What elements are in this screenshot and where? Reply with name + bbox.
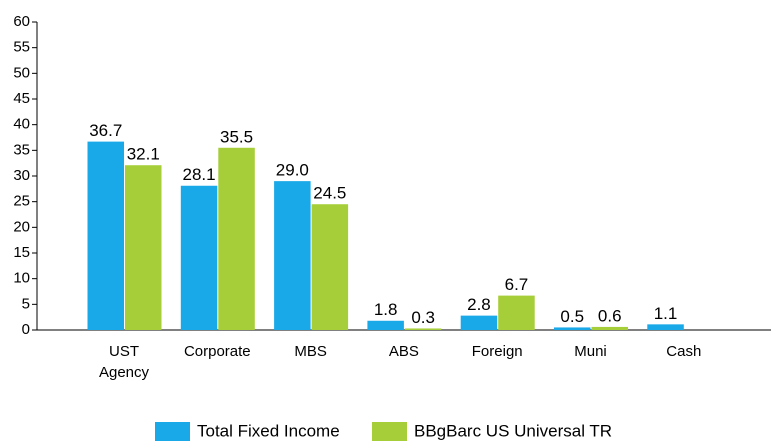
bar <box>125 165 162 330</box>
value-label: 0.6 <box>598 306 622 325</box>
bar <box>218 147 255 330</box>
x-tick-label: Cash <box>666 343 701 360</box>
x-tick-label: UST Agency <box>99 343 150 381</box>
x-tick-label: ABS <box>389 343 419 360</box>
y-tick-label: 20 <box>13 218 30 235</box>
y-tick-label: 5 <box>22 295 30 312</box>
y-tick-label: 35 <box>13 141 30 158</box>
bar <box>180 185 218 330</box>
value-label: 35.5 <box>220 127 253 146</box>
y-tick-label: 10 <box>13 270 30 287</box>
y-tick-label: 50 <box>13 64 30 81</box>
y-tick-label: 40 <box>13 116 30 133</box>
bar <box>647 324 684 330</box>
value-label: 36.7 <box>89 121 122 140</box>
value-label: 1.8 <box>374 300 398 319</box>
legend-label: Total Fixed Income <box>197 421 340 440</box>
legend-swatch <box>155 422 190 441</box>
bar <box>87 141 124 330</box>
value-label: 1.1 <box>654 304 678 323</box>
bar <box>311 204 349 330</box>
value-label: 24.5 <box>313 184 346 203</box>
y-tick-label: 15 <box>13 244 30 261</box>
y-tick-label: 25 <box>13 193 30 210</box>
value-label: 0.5 <box>560 307 584 326</box>
value-label: 32.1 <box>127 145 160 164</box>
value-label: 29.0 <box>276 161 309 180</box>
value-label: 6.7 <box>505 275 529 294</box>
y-tick-label: 60 <box>13 13 30 30</box>
legend-label: BBgBarc US Universal TR <box>414 421 612 440</box>
bar <box>591 326 628 330</box>
bar <box>554 327 591 330</box>
x-tick-label: Foreign <box>472 343 523 360</box>
value-label: 2.8 <box>467 295 491 314</box>
x-tick-label: MBS <box>294 343 327 360</box>
y-tick-label: 30 <box>13 167 30 184</box>
x-tick-label: Corporate <box>184 343 251 360</box>
x-tick-label: Muni <box>574 343 607 360</box>
value-label: 28.1 <box>183 165 216 184</box>
y-tick-label: 45 <box>13 90 30 107</box>
bar <box>498 295 535 330</box>
bar <box>274 181 311 330</box>
y-tick-label: 55 <box>13 39 30 56</box>
bar <box>367 320 404 330</box>
value-label: 0.3 <box>411 308 435 327</box>
y-tick-label: 0 <box>22 321 30 338</box>
bar <box>404 328 442 330</box>
legend-swatch <box>372 422 407 441</box>
bar <box>460 315 498 330</box>
